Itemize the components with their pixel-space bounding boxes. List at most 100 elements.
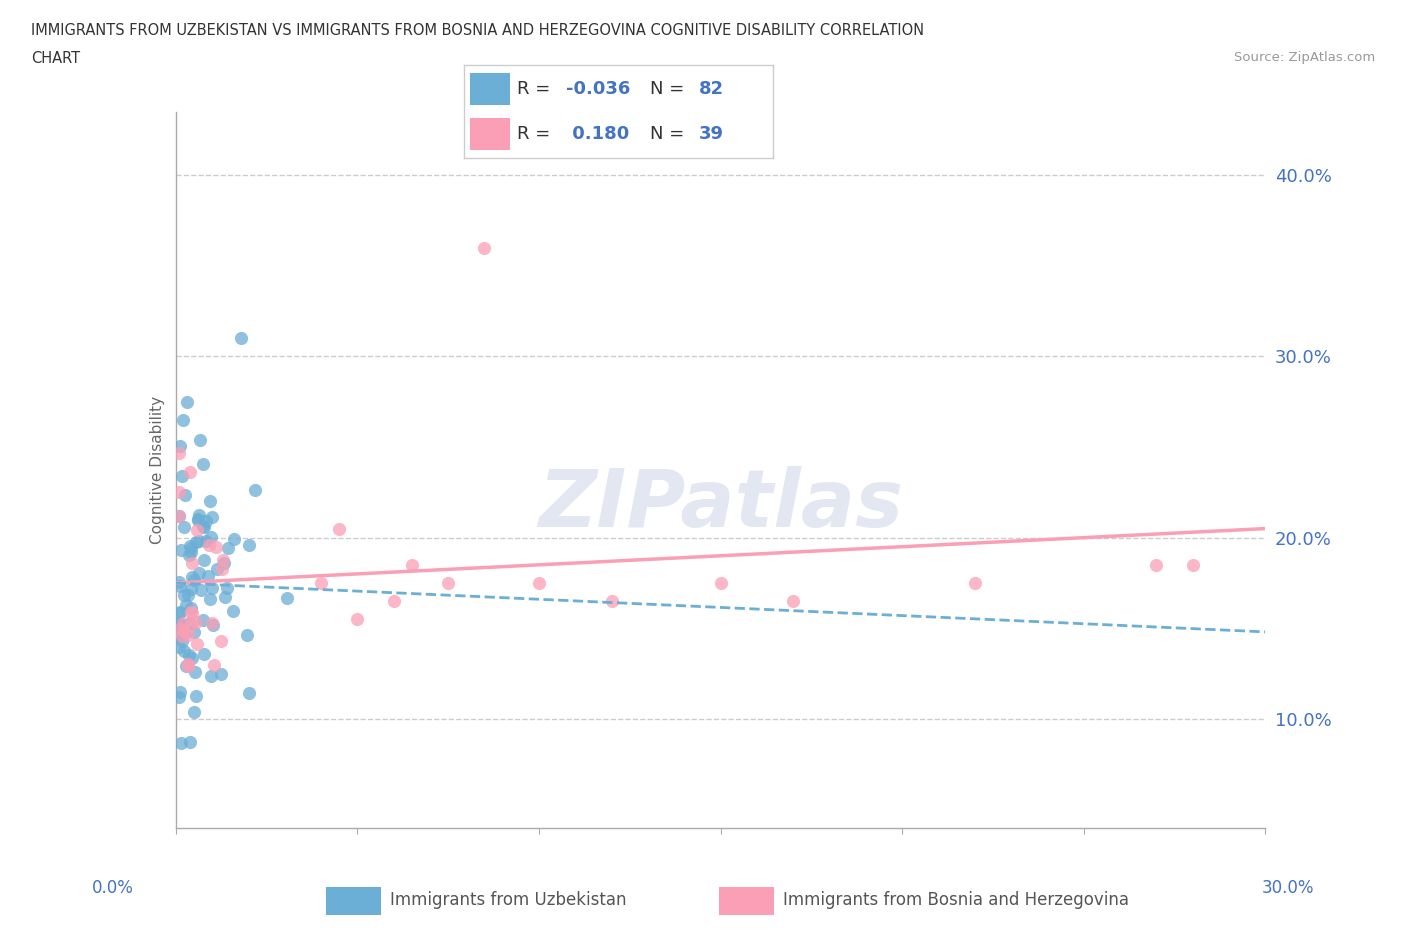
Point xyxy=(179,548,201,563)
Point xyxy=(193,552,215,567)
Point xyxy=(169,615,191,630)
Point xyxy=(235,628,257,643)
Point xyxy=(183,573,205,588)
Point xyxy=(169,578,191,593)
Point xyxy=(169,619,191,634)
Point xyxy=(201,618,224,633)
Point xyxy=(187,507,209,522)
Point xyxy=(179,538,201,553)
Point xyxy=(169,439,191,454)
Point xyxy=(172,616,194,631)
Point xyxy=(180,544,202,559)
Point xyxy=(193,520,215,535)
Point xyxy=(169,622,191,637)
Point xyxy=(169,575,191,590)
Text: Immigrants from Uzbekistan: Immigrants from Uzbekistan xyxy=(389,891,627,909)
Point xyxy=(180,618,202,632)
Point xyxy=(177,588,200,603)
Point xyxy=(183,704,205,719)
Point xyxy=(176,657,198,671)
Text: IMMIGRANTS FROM UZBEKISTAN VS IMMIGRANTS FROM BOSNIA AND HERZEGOVINA COGNITIVE D: IMMIGRANTS FROM UZBEKISTAN VS IMMIGRANTS… xyxy=(31,23,924,38)
Point xyxy=(169,485,191,499)
Point xyxy=(173,587,195,602)
Point xyxy=(187,512,209,526)
Point xyxy=(179,735,201,750)
Point xyxy=(170,618,193,632)
Point xyxy=(179,464,201,479)
Point xyxy=(191,613,214,628)
Point xyxy=(186,615,208,630)
Point xyxy=(710,576,733,591)
Point xyxy=(190,432,212,447)
Text: ZIPatlas: ZIPatlas xyxy=(538,467,903,544)
Point xyxy=(169,618,191,633)
Point xyxy=(238,685,260,700)
Point xyxy=(437,576,460,591)
Point xyxy=(200,669,222,684)
Point xyxy=(169,628,191,643)
Point xyxy=(212,556,235,571)
Point xyxy=(176,394,198,409)
Point xyxy=(200,529,222,544)
Point xyxy=(190,583,212,598)
Point xyxy=(309,576,332,591)
Y-axis label: Cognitive Disability: Cognitive Disability xyxy=(149,395,165,544)
Point xyxy=(172,628,194,643)
Point xyxy=(169,509,191,524)
Point xyxy=(173,644,195,658)
Point xyxy=(169,605,191,620)
Point xyxy=(346,612,368,627)
Point xyxy=(600,593,623,608)
Point xyxy=(180,600,202,615)
Text: N =: N = xyxy=(650,125,689,143)
Point xyxy=(201,581,224,596)
Text: CHART: CHART xyxy=(31,51,80,66)
Point xyxy=(169,604,191,619)
FancyBboxPatch shape xyxy=(470,118,510,150)
Point xyxy=(243,483,266,498)
Point xyxy=(201,615,224,630)
Point xyxy=(1146,557,1168,572)
Point xyxy=(209,667,232,682)
Point xyxy=(181,569,204,584)
Point xyxy=(214,590,236,604)
Point xyxy=(401,557,423,572)
Point xyxy=(197,538,219,552)
Point xyxy=(172,629,194,644)
Point xyxy=(176,597,198,612)
Point xyxy=(177,628,200,643)
Text: N =: N = xyxy=(650,80,689,99)
Point xyxy=(180,582,202,597)
Text: R =: R = xyxy=(516,80,555,99)
Point xyxy=(172,468,194,483)
Point xyxy=(180,556,202,571)
Point xyxy=(197,568,219,583)
Point xyxy=(169,640,191,655)
Point xyxy=(186,535,208,550)
Point xyxy=(169,690,191,705)
Point xyxy=(186,636,208,651)
Point xyxy=(1181,557,1204,572)
Point xyxy=(180,604,202,619)
Point xyxy=(172,623,194,638)
Point xyxy=(184,664,207,679)
Point xyxy=(231,331,253,346)
Text: 0.180: 0.180 xyxy=(567,125,630,143)
Point xyxy=(184,688,207,703)
Point xyxy=(963,576,986,591)
Point xyxy=(179,647,201,662)
Point xyxy=(169,445,191,460)
Point xyxy=(527,576,550,591)
Text: 30.0%: 30.0% xyxy=(1263,879,1315,897)
Point xyxy=(205,562,228,577)
FancyBboxPatch shape xyxy=(326,887,381,915)
Text: Immigrants from Bosnia and Herzegovina: Immigrants from Bosnia and Herzegovina xyxy=(783,891,1129,909)
Point xyxy=(169,509,191,524)
Text: 39: 39 xyxy=(699,125,724,143)
Point xyxy=(193,457,215,472)
Point xyxy=(187,512,209,527)
Point xyxy=(202,658,225,672)
Point xyxy=(170,542,193,557)
Point xyxy=(170,736,193,751)
Point xyxy=(382,593,405,608)
